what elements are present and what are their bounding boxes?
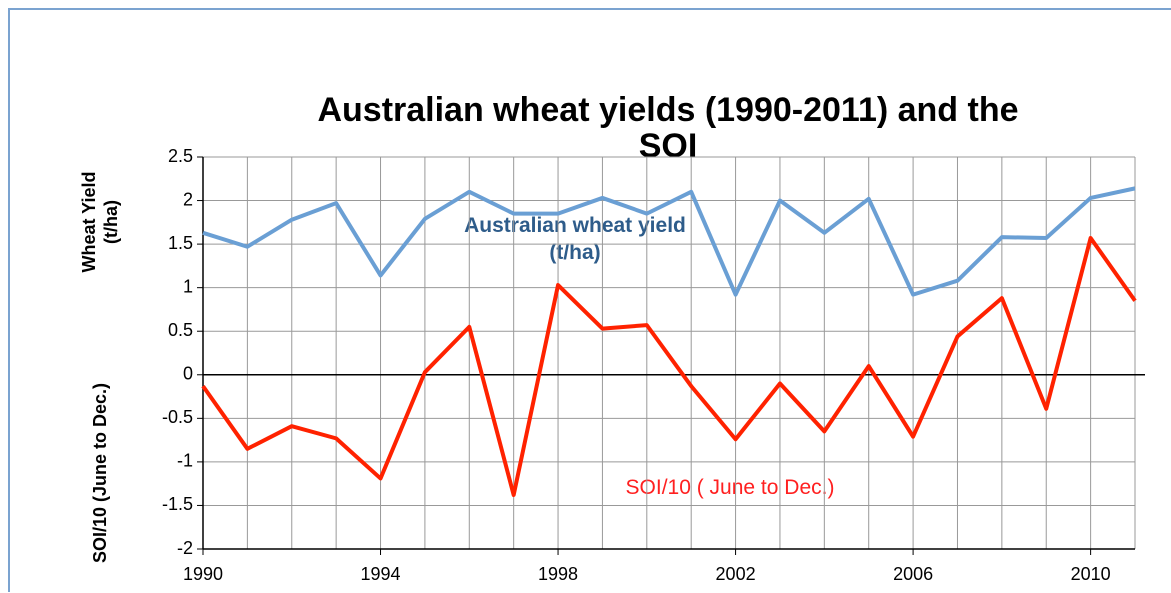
y-tick-label: 0.5 [168, 320, 193, 340]
y-tick-label: -1 [177, 451, 193, 471]
frame [8, 8, 1171, 592]
y-tick-label: 2 [183, 189, 193, 209]
chart-title: Australian wheat yields (1990-2011) and … [317, 91, 1019, 165]
series-line [201, 236, 1137, 497]
y-tick-label: -0.5 [162, 407, 193, 427]
annotation: Australian wheat yield (t/ha) [464, 214, 686, 264]
series-line [202, 186, 1136, 297]
y-tick-label: 2.5 [168, 146, 193, 166]
x-tick-label: 2002 [716, 564, 756, 584]
y-tick-label: 1.5 [168, 233, 193, 253]
x-tick-label: 2006 [893, 564, 933, 584]
y-tick-label: -2 [177, 538, 193, 558]
x-tick-label: 1990 [183, 564, 223, 584]
x-tick-label: 1994 [361, 564, 401, 584]
y-tick-label: 1 [183, 276, 193, 296]
x-tick-label: 1998 [538, 564, 578, 584]
y-tick-label: -1.5 [162, 494, 193, 514]
annotation: SOI/10 ( June to Dec.) [625, 476, 835, 499]
y-tick-label: 0 [183, 364, 193, 384]
x-tick-label: 2010 [1071, 564, 1111, 584]
